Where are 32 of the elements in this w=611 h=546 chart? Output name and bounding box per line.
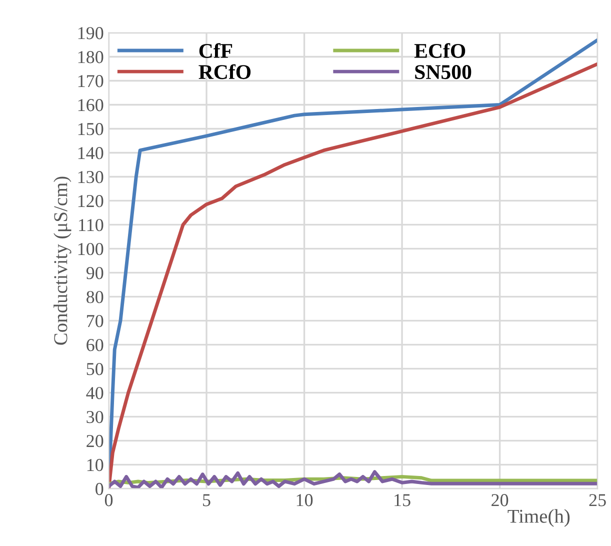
y-tick-label: 190: [78, 27, 104, 40]
y-tick-label: 150: [78, 123, 104, 136]
y-tick-label: 80: [86, 290, 104, 304]
y-tick-label: 100: [78, 242, 104, 256]
y-tick-label: 110: [79, 218, 104, 232]
y-tick-label: 40: [86, 386, 104, 400]
legend-label: RCfO: [198, 64, 251, 80]
y-tick-label: 50: [86, 362, 104, 376]
y-tick-label: 70: [87, 314, 104, 328]
x-tick-label: 0: [104, 494, 113, 506]
y-tick-label: 170: [78, 75, 104, 88]
y-tick-label: 180: [78, 51, 104, 64]
x-tick-label: 5: [203, 494, 210, 506]
y-tick-label: 60: [86, 338, 104, 352]
y-tick-label: 130: [78, 170, 104, 184]
y-tick-label: 30: [86, 410, 104, 424]
y-axis-title: Conductivity (μS/cm): [54, 176, 72, 345]
x-tick-label: 25: [589, 494, 606, 506]
y-tick-label: 160: [78, 99, 104, 112]
y-tick-label: 10: [87, 458, 104, 472]
y-tick-label: 120: [78, 194, 104, 208]
y-tick-label: 20: [86, 434, 104, 448]
x-axis-title: Time(h): [508, 509, 570, 527]
x-tick-label: 20: [492, 494, 508, 506]
legend-label: ECfO: [414, 43, 466, 58]
y-tick-label: 0: [96, 482, 104, 496]
legend-label: SN500: [415, 65, 472, 80]
x-tick-label: 10: [296, 494, 313, 506]
y-tick-label: 140: [78, 146, 104, 160]
x-tick-label: 15: [394, 494, 410, 506]
y-tick-label: 90: [86, 266, 104, 280]
legend-label: CfF: [199, 43, 232, 58]
